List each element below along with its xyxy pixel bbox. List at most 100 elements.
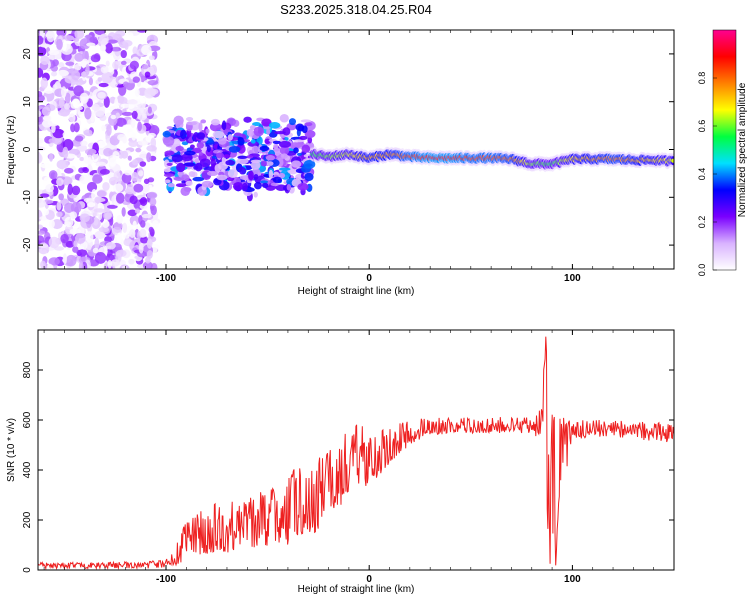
heatmap-cell bbox=[39, 43, 51, 48]
heatmap-cell bbox=[79, 156, 85, 162]
heatmap-cell bbox=[87, 201, 96, 208]
heatmap-cell bbox=[171, 154, 184, 163]
heatmap-cell bbox=[206, 145, 211, 153]
heatmap-cell bbox=[148, 132, 156, 138]
heatmap-cell bbox=[130, 116, 136, 129]
heatmap-cell bbox=[134, 88, 140, 97]
heatmap-cell bbox=[166, 126, 173, 130]
heatmap-cell bbox=[228, 145, 241, 153]
heatmap-cell bbox=[301, 125, 308, 134]
heatmap-cell bbox=[184, 150, 196, 156]
heatmap-cell bbox=[152, 219, 159, 229]
heatmap-cell bbox=[73, 64, 82, 71]
heatmap-cell bbox=[194, 162, 203, 172]
heatmap-cell bbox=[75, 232, 86, 244]
heatmap-cell bbox=[64, 216, 74, 228]
heatmap-cell bbox=[43, 208, 50, 216]
heatmap-cell bbox=[237, 137, 245, 146]
heatmap-cell bbox=[60, 86, 67, 98]
heatmap-cell bbox=[46, 263, 54, 269]
heatmap-cell bbox=[51, 71, 58, 77]
heatmap-cell bbox=[48, 257, 60, 266]
heatmap-cell bbox=[132, 220, 137, 231]
heatmap-cell bbox=[73, 240, 78, 248]
heatmap-cell bbox=[148, 226, 154, 233]
heatmap-cell bbox=[223, 154, 231, 159]
heatmap-cell bbox=[43, 87, 54, 94]
heatmap-cell bbox=[64, 92, 71, 104]
heatmap-cell bbox=[98, 33, 109, 46]
heatmap-cell bbox=[252, 122, 261, 127]
heatmap-cell bbox=[307, 136, 313, 144]
heatmap-cell bbox=[176, 162, 186, 173]
heatmap-cell bbox=[121, 66, 127, 77]
heatmap-cell bbox=[115, 117, 127, 127]
heatmap-cell bbox=[186, 121, 198, 126]
heatmap-cell bbox=[86, 42, 96, 47]
heatmap-cell bbox=[149, 197, 157, 207]
heatmap-cell bbox=[279, 145, 290, 155]
heatmap-cell bbox=[280, 153, 289, 159]
heatmap-cell bbox=[120, 60, 127, 65]
heatmap-cell bbox=[40, 55, 50, 66]
heatmap-cell bbox=[254, 181, 262, 190]
heatmap-cell bbox=[303, 159, 316, 169]
heatmap-cell bbox=[107, 39, 118, 44]
heatmap-cell bbox=[188, 171, 196, 177]
heatmap-cell bbox=[74, 52, 84, 62]
heatmap-cell bbox=[68, 113, 76, 123]
heatmap-cell bbox=[146, 145, 157, 152]
heatmap-cell bbox=[116, 214, 123, 224]
heatmap-cell bbox=[140, 97, 146, 104]
heatmap-cell bbox=[38, 146, 46, 152]
snr-ytick-label: 200 bbox=[22, 511, 33, 528]
heatmap-cell bbox=[127, 209, 138, 217]
heatmap-cell bbox=[39, 193, 50, 198]
heatmap-cell bbox=[298, 135, 308, 141]
spectrogram-yticks: -20 -10 0 10 20 bbox=[22, 48, 674, 252]
heatmap-cell bbox=[40, 77, 48, 89]
heatmap-cell bbox=[200, 119, 207, 124]
heatmap-cell bbox=[94, 196, 102, 204]
heatmap-cell bbox=[71, 185, 81, 196]
snr-xtick-label: 0 bbox=[366, 574, 372, 585]
heatmap-cell bbox=[162, 136, 175, 147]
heatmap-cell bbox=[82, 167, 89, 173]
heatmap-cell bbox=[48, 170, 58, 180]
heatmap-cell bbox=[121, 207, 126, 217]
heatmap-cell bbox=[139, 228, 147, 238]
heatmap-cell bbox=[61, 39, 67, 52]
heatmap-cell bbox=[250, 160, 261, 170]
heatmap-cell bbox=[74, 30, 85, 39]
heatmap-cell bbox=[225, 159, 236, 166]
heatmap-cell bbox=[242, 182, 248, 191]
spectrogram-xlabel: Height of straight line (km) bbox=[298, 286, 415, 297]
heatmap-cell bbox=[304, 129, 316, 139]
heatmap-cell bbox=[297, 152, 302, 156]
heatmap-cell bbox=[101, 71, 114, 84]
heatmap-cell bbox=[272, 140, 281, 145]
heatmap-cell bbox=[38, 230, 46, 235]
heatmap-cell bbox=[52, 59, 59, 67]
heatmap-cell bbox=[38, 243, 49, 249]
heatmap-cell bbox=[43, 114, 52, 122]
colorbar-tick-label: 0.2 bbox=[697, 216, 707, 229]
heatmap-cell bbox=[89, 36, 98, 43]
heatmap-cell bbox=[164, 179, 171, 184]
heatmap-cell bbox=[48, 153, 54, 162]
heatmap-cell bbox=[83, 129, 93, 137]
colorbar-bar bbox=[712, 29, 737, 271]
heatmap-cell bbox=[93, 208, 106, 213]
colorbar-label: Normalized spectral amplitude bbox=[737, 82, 748, 217]
heatmap-cell bbox=[71, 70, 81, 81]
heatmap-cell bbox=[112, 60, 120, 70]
heatmap-cell bbox=[108, 157, 117, 167]
heatmap-cell bbox=[233, 132, 242, 137]
heatmap-cell bbox=[105, 60, 110, 67]
heatmap-cell bbox=[196, 132, 206, 140]
heatmap-cell bbox=[173, 115, 184, 126]
heatmap-cell bbox=[72, 98, 81, 109]
heatmap-cell bbox=[64, 103, 71, 110]
heatmap-cell bbox=[94, 230, 106, 239]
